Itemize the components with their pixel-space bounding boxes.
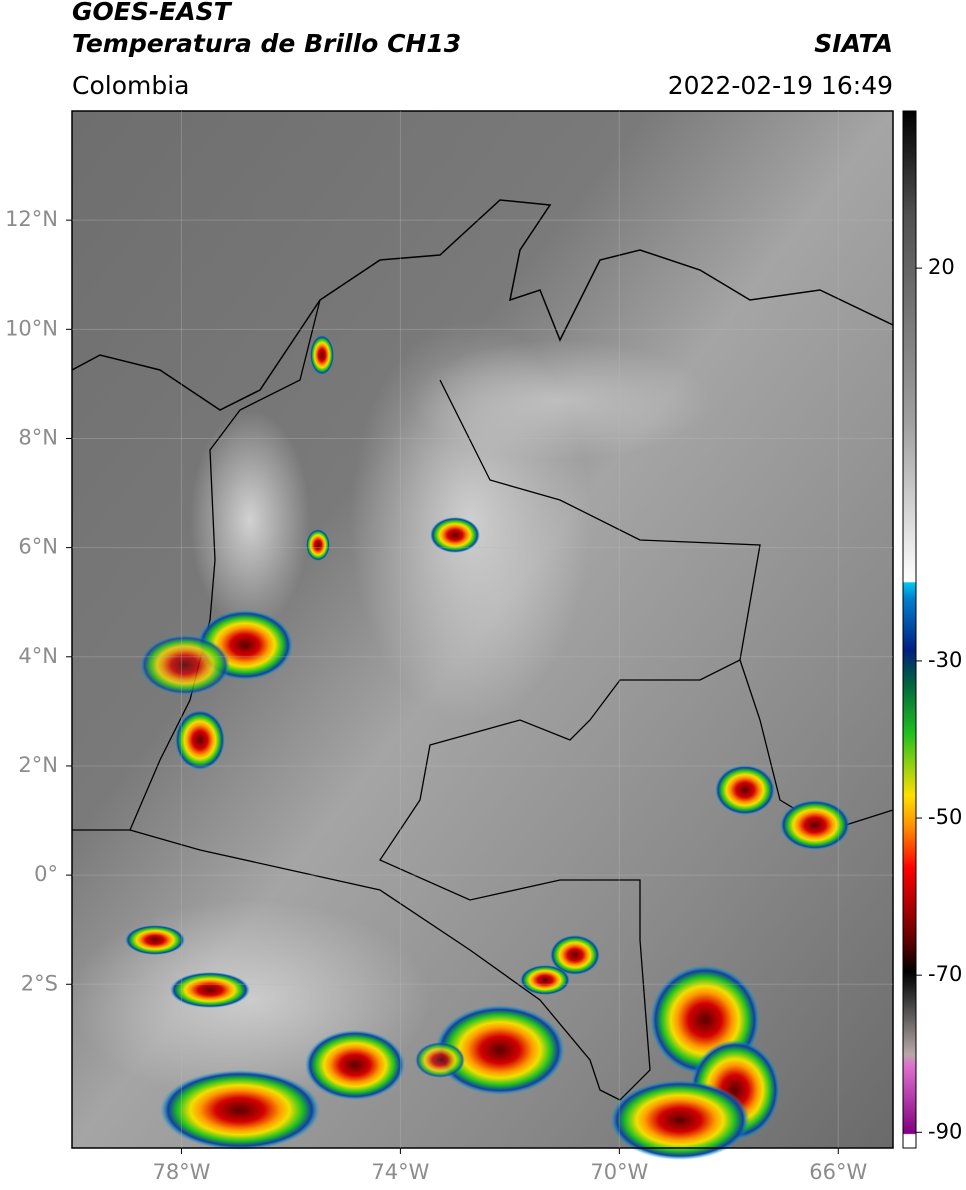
colorbar-tick-label: 20 bbox=[928, 255, 955, 279]
colorbar-tick-label: -50 bbox=[928, 805, 962, 829]
lat-tick-label: 0° bbox=[34, 862, 58, 886]
convective-cells bbox=[125, 335, 850, 1160]
lon-tick-label: 70°W bbox=[590, 1160, 648, 1184]
colorbar bbox=[902, 110, 917, 1149]
lon-tick-label: 74°W bbox=[371, 1160, 429, 1184]
colorbar-tick-label: -30 bbox=[928, 648, 962, 672]
datetime: 2022-02-19 16:49 bbox=[668, 71, 893, 100]
lat-tick-label: 10°N bbox=[5, 316, 58, 340]
satellite: GOES-EAST bbox=[72, 0, 233, 26]
lon-tick-label: 66°W bbox=[809, 1160, 867, 1184]
colorbar-tick-label: -90 bbox=[928, 1119, 962, 1143]
lat-tick-label: 2°S bbox=[21, 971, 58, 995]
lat-tick-label: 4°N bbox=[18, 644, 58, 668]
lat-tick-label: 6°N bbox=[18, 535, 58, 559]
product: Temperatura de Brillo CH13 bbox=[72, 29, 461, 58]
lat-tick-label: 2°N bbox=[18, 753, 58, 777]
lon-tick-label: 78°W bbox=[152, 1160, 210, 1184]
source: SIATA bbox=[814, 29, 893, 58]
colorbar-tick-label: -70 bbox=[928, 962, 962, 986]
lat-tick-label: 12°N bbox=[5, 207, 58, 231]
lat-tick-label: 8°N bbox=[18, 425, 58, 449]
region: Colombia bbox=[72, 71, 189, 100]
map bbox=[70, 110, 894, 1160]
